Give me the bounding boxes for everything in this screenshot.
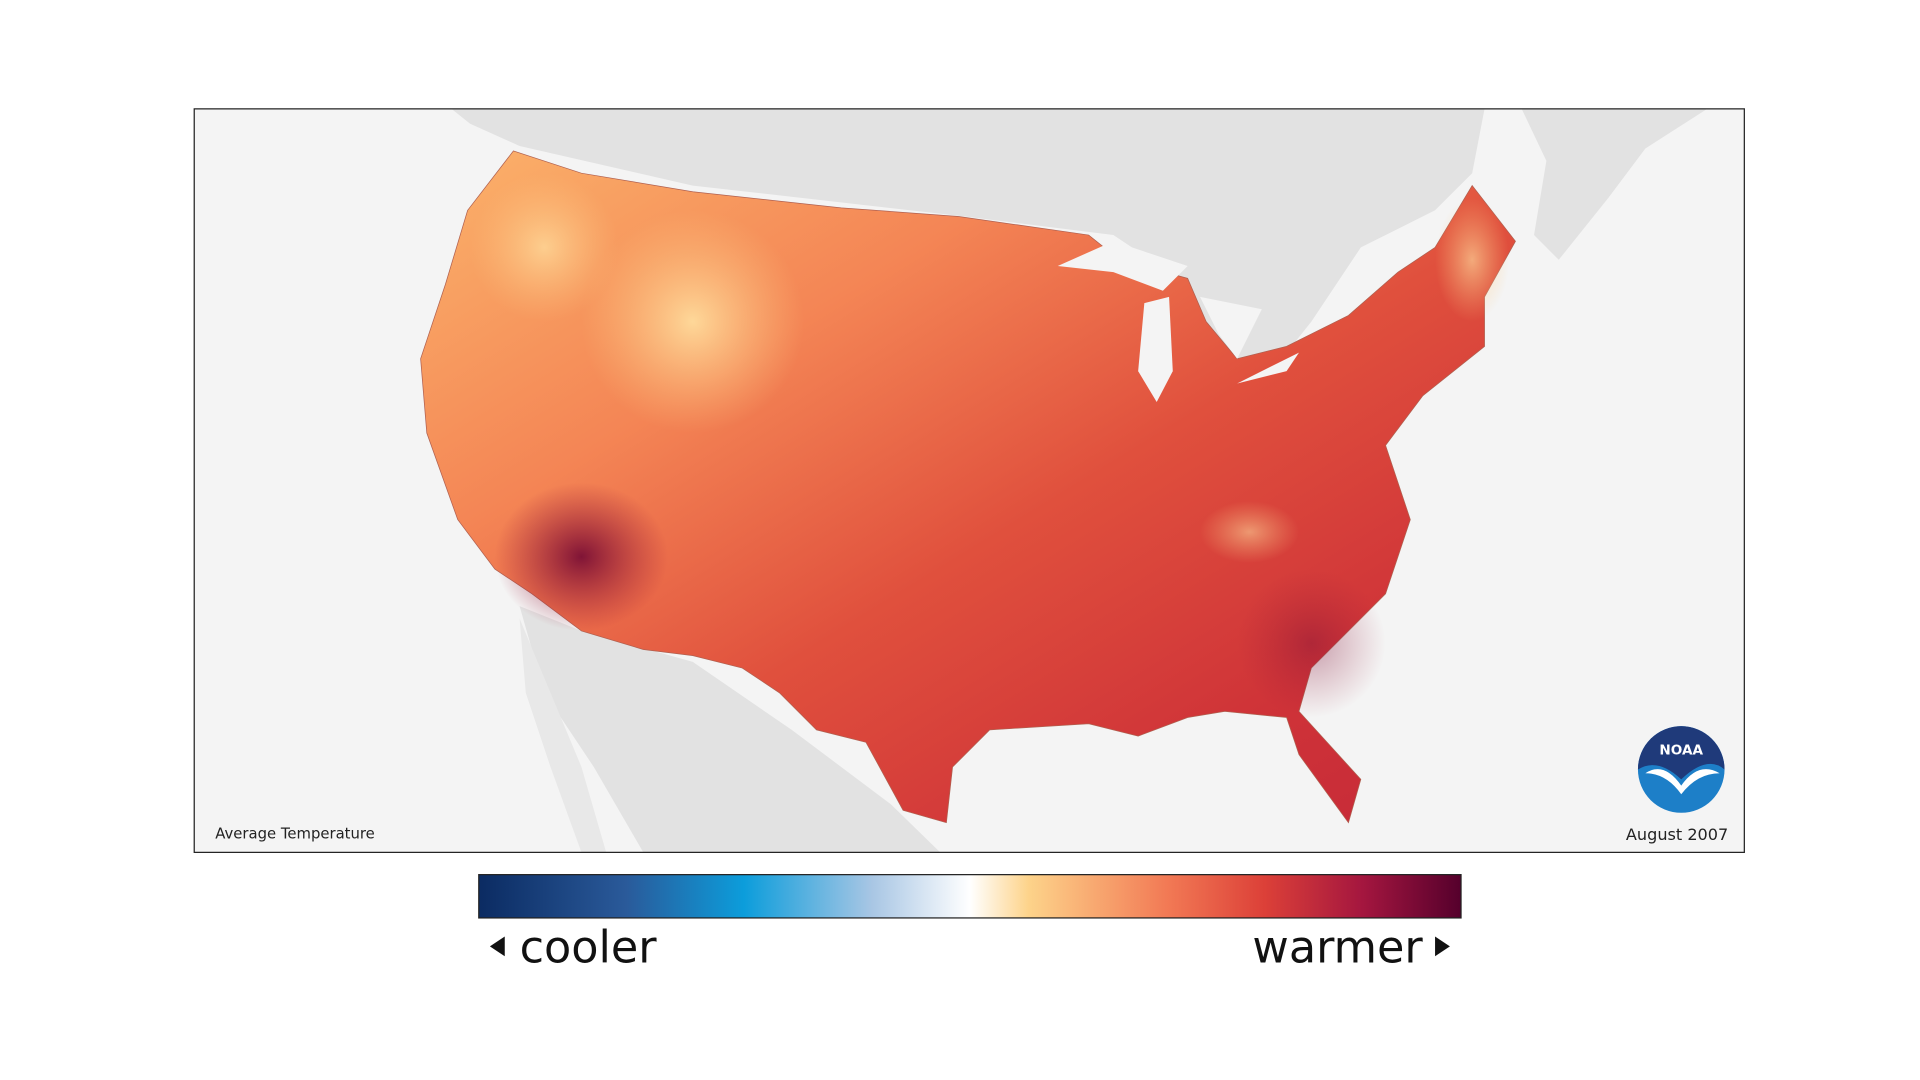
cool-region [1435,197,1510,322]
canada-east-land [1521,108,1708,260]
lake-superior [1057,241,1188,291]
logo-text: NOAA [1659,743,1703,759]
lake-michigan [1138,296,1173,403]
legend-low-label: cooler [520,921,658,973]
lake-erie [1237,352,1299,384]
baja-land [519,618,607,853]
map-area: Average Temperature August 2007 NOAA [194,108,1745,853]
logo-top [1637,726,1725,780]
mexico-land [519,606,941,853]
cooler-arrow [489,936,505,957]
map-date: August 2007 [1626,825,1728,844]
warm-region [1237,569,1386,718]
map-frame [193,108,1745,853]
logo-bird [1645,769,1720,795]
color-bar [478,874,1462,919]
cool-region [470,173,619,322]
noaa-logo: NOAA [1637,726,1725,813]
cool-region [581,210,805,433]
warmer-arrow [1435,936,1450,957]
hot-region [494,482,669,631]
cool-region [1200,501,1299,563]
lake-huron [1200,296,1262,359]
map-label: Average Temperature [215,826,375,843]
legend-high-label: warmer [1252,921,1423,973]
